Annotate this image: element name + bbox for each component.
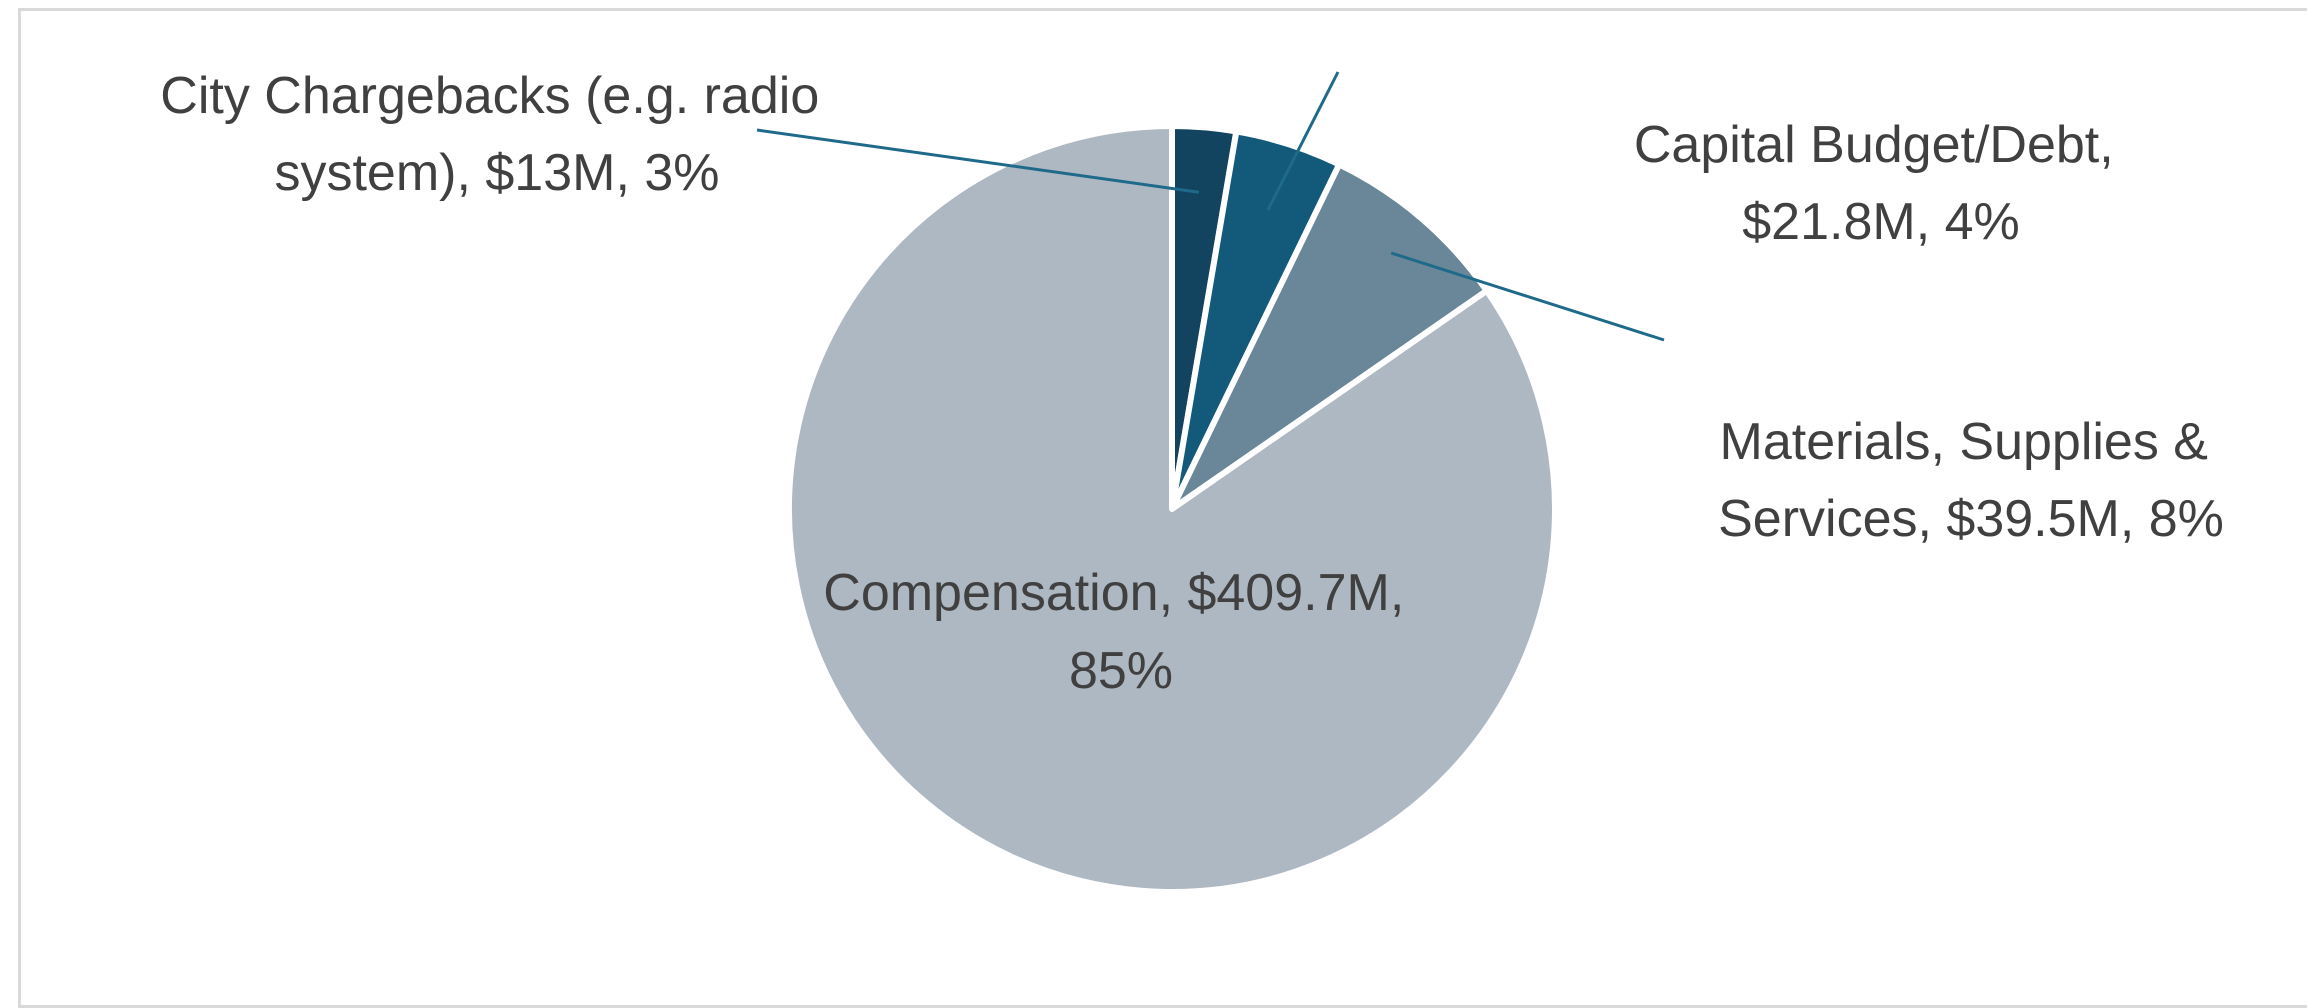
data-label-capital-budget-line-2: $21.8M, 4%: [1742, 193, 2020, 251]
data-label-capital-budget-line-1: Capital Budget/Debt,: [1634, 116, 2114, 174]
data-label-materials: Materials, Supplies & Services, $39.5M, …: [1718, 413, 2224, 548]
data-labels: City Chargebacks (e.g. radio system), $1…: [160, 67, 2224, 700]
pie-slice-compensation: [786, 123, 1558, 895]
leader-lines: [756, 71, 1665, 342]
leader-line-city-chargebacks-e-g-radio-system: [756, 128, 1199, 194]
pie-slices: [786, 123, 1558, 895]
data-label-compensation-line-1: Compensation, $409.7M,: [823, 564, 1404, 622]
data-label-materials-line-1: Materials, Supplies &: [1720, 413, 2208, 471]
leader-line-capital-budget-debt: [1266, 71, 1340, 211]
data-label-materials-line-2: Services, $39.5M, 8%: [1718, 490, 2224, 548]
leader-line-materials-supplies-services: [1390, 251, 1665, 342]
data-label-city-chargebacks: City Chargebacks (e.g. radio system), $1…: [160, 67, 833, 202]
data-label-compensation-line-2: 85%: [1069, 642, 1173, 700]
data-label-compensation: Compensation, $409.7M, 85%: [823, 564, 1418, 700]
data-label-city-chargebacks-line-1: City Chargebacks (e.g. radio: [160, 67, 819, 125]
data-label-capital-budget: Capital Budget/Debt, $21.8M, 4%: [1634, 116, 2128, 251]
data-label-city-chargebacks-line-2: system), $13M, 3%: [274, 144, 719, 202]
